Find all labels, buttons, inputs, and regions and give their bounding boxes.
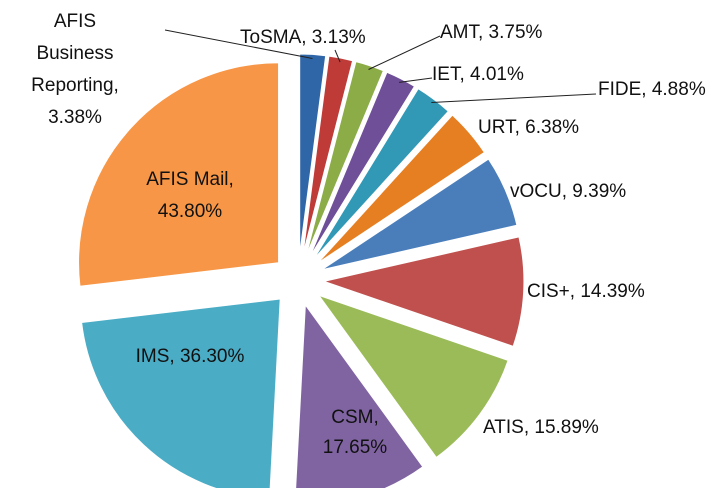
pie-slice <box>295 303 424 488</box>
pie-slice <box>321 158 518 271</box>
pie-slice <box>305 61 384 256</box>
leader-line <box>334 49 341 63</box>
data-label: IET, 4.01% <box>432 64 524 85</box>
data-label: AMT, 3.75% <box>440 22 543 43</box>
pie-slice <box>302 55 354 255</box>
data-label: ToSMA, 3.13% <box>240 27 366 48</box>
leader-line <box>431 93 597 104</box>
pie-slice <box>309 71 416 258</box>
data-label: vOCU, 9.39% <box>510 181 626 202</box>
data-label: Reporting, <box>31 75 119 96</box>
leader-line <box>368 35 441 70</box>
data-label: AFIS <box>54 11 96 32</box>
data-label: CIS+, 14.39% <box>527 281 645 302</box>
leader-line <box>399 77 433 83</box>
data-label: 43.80% <box>158 201 223 222</box>
data-label: 3.38% <box>48 107 102 128</box>
data-label: CSM, <box>331 407 379 428</box>
data-label: URT, 6.38% <box>478 117 579 138</box>
pie-slice <box>317 294 509 459</box>
pie-slice <box>81 298 281 488</box>
data-label: Business <box>36 43 113 64</box>
pie-slice <box>78 62 280 287</box>
data-label: ATIS, 15.89% <box>483 417 599 438</box>
data-label: AFIS Mail, <box>146 169 234 190</box>
pie-slice <box>322 236 525 347</box>
data-label: FIDE, 4.88% <box>598 79 706 100</box>
pie-slice <box>317 114 486 264</box>
data-label: 17.65% <box>323 437 388 458</box>
pie-slice <box>299 53 327 255</box>
data-label: IMS, 36.30% <box>136 346 245 367</box>
leader-line <box>164 29 313 59</box>
pie-slice <box>313 88 449 260</box>
